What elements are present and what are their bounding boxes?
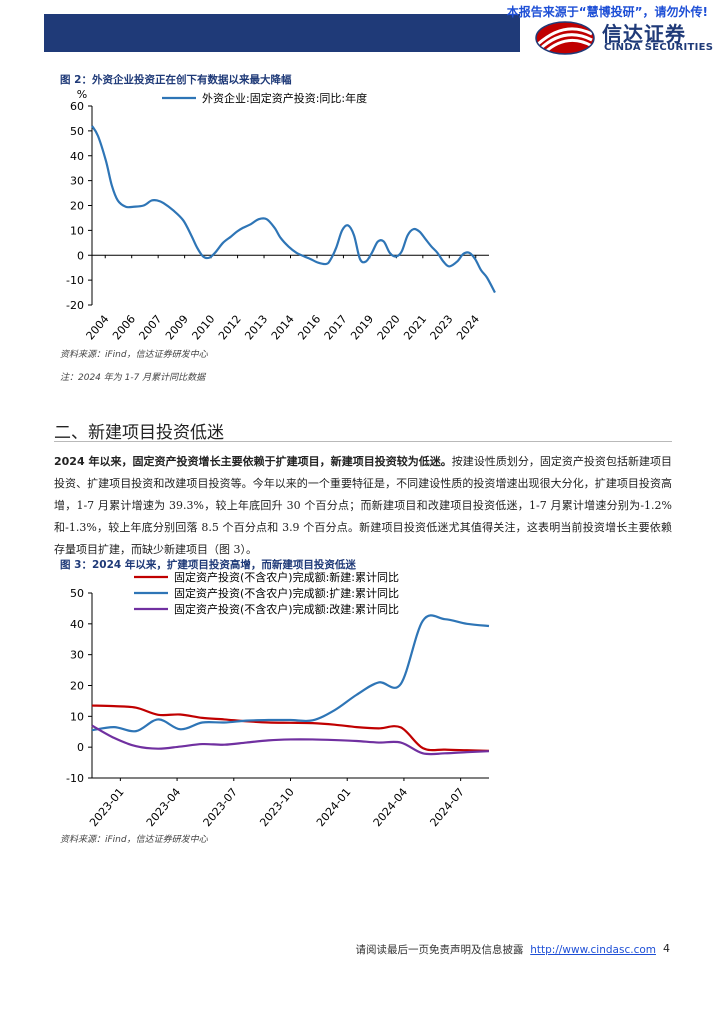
fig2-x-tick-label: 2004 [84,313,112,343]
watermark-text: 本报告来源于“慧博投研”，请勿外传! [506,5,708,19]
fig3-x-tick-label: 2023-07 [201,786,241,830]
fig2-x-tick-label: 2010 [189,313,217,343]
page-number: 4 [663,942,670,955]
fig2-x-tick-label: 2019 [348,313,376,343]
fig2-x-tick-label: 2013 [242,313,270,343]
fig3-x-tick-label: 2024-04 [371,786,411,830]
section-divider [54,441,672,442]
fig2-y-tick-label: 0 [77,249,84,262]
fig3-x-tick-label: 2023-04 [144,786,184,830]
fig3-legend-label-2: 固定资产投资(不含农户)完成额:扩建:累计同比 [174,586,399,600]
fig2-x-tick-label: 2023 [428,313,456,343]
fig2-x-tick-label: 2016 [295,313,323,343]
header-bar [44,14,520,52]
fig2-y-unit-label: % [77,88,87,101]
fig2-y-tick-label: 40 [70,150,84,163]
fig3-series-line-3 [91,724,490,756]
fig2-x-tick-label: 2021 [401,313,429,343]
fig3-x-tick-label: 2024-07 [427,786,467,830]
fig2-x-tick-label: 2009 [163,313,191,343]
cinda-logo-icon [535,21,595,55]
fig2-y-tick-label: 50 [70,125,84,138]
fig3-x-tick-label: 2024-01 [314,786,354,830]
figure2-note: 注：2024 年为 1-7 月累计同比数据 [60,373,206,383]
figure2-source: 资料来源：iFind，信达证券研发中心 [60,350,208,360]
footer-disclaimer-text: 请阅读最后一页免责声明及信息披露 [355,944,524,956]
fig2-x-tick-label: 2012 [216,313,244,343]
fig3-series-line-2 [91,614,490,733]
fig2-y-tick-label: 20 [70,200,84,213]
logo-chinese-name: 信达证券 [602,22,686,46]
fig3-y-tick-label: 20 [70,680,84,693]
fig3-x-tick-label: 2023-10 [257,786,297,830]
fig3-y-tick-label: 50 [70,587,84,600]
fig3-x-tick-label: 2023-01 [87,786,127,830]
fig3-y-tick-label: 30 [70,649,84,662]
fig3-y-tick-label: 40 [70,618,84,631]
figure3-chart: -10 0 10 20 30 40 50 2023-01 2023-04 2023-07 2023-… [66,570,490,830]
fig3-y-tick-label: 0 [77,741,84,754]
fig3-series-line-1 [91,704,490,752]
footer-website-link[interactable]: http://www.cindasc.com [530,944,656,956]
fig2-legend-label-1: 外资企业:固定资产投资:同比:年度 [202,91,367,105]
footer-disclaimer: 请阅读最后一页免责声明及信息披露 http://www.cindasc.com [356,942,656,957]
paragraph-body: 按建设性质划分，固定资产投资包括新建项目投资、扩建项目投资和改建项目投资等。今年… [54,455,672,556]
fig2-y-tick-label: -20 [66,299,84,312]
figure3-source: 资料来源：iFind，信达证券研发中心 [60,835,208,845]
figure2-chart: % -20 -10 0 10 20 30 40 50 60 20042006200720092010… [66,88,496,343]
figure3-title: 图 3：2024 年以来，扩建项目投资高增，而新建项目投资低迷 [60,559,356,571]
fig2-series-line-1 [91,125,496,294]
fig2-y-tick-label: -10 [66,274,84,287]
fig2-x-tick-label: 2007 [137,313,165,343]
fig3-y-tick-label: -10 [66,772,84,785]
fig2-x-tick-label: 2020 [375,313,403,343]
section-paragraph: 2024 年以来，固定资产投资增长主要依赖于扩建项目，新建项目投资较为低迷。按建… [54,451,672,561]
fig2-x-tick-label: 2017 [322,313,350,343]
fig2-x-tick-label: 2006 [110,313,138,343]
logo-english-name: CINDA SECURITIES [604,42,714,53]
fig2-y-tick-label: 60 [70,100,84,113]
fig3-legend-label-1: 固定资产投资(不含农户)完成额:新建:累计同比 [174,570,399,584]
paragraph-lead: 2024 年以来，固定资产投资增长主要依赖于扩建项目，新建项目投资较为低迷。 [54,455,452,468]
figure2-title: 图 2：外资企业投资正在创下有数据以来最大降幅 [60,74,292,86]
fig2-x-tick-label: 2014 [269,313,297,343]
fig3-y-tick-label: 10 [70,710,84,723]
fig2-y-tick-label: 30 [70,175,84,188]
fig2-x-tick-label: 2024 [454,313,482,343]
fig2-y-tick-label: 10 [70,224,84,237]
section-title: 二、新建项目投资低迷 [54,423,224,443]
fig3-legend-label-3: 固定资产投资(不含农户)完成额:改建:累计同比 [174,602,399,616]
